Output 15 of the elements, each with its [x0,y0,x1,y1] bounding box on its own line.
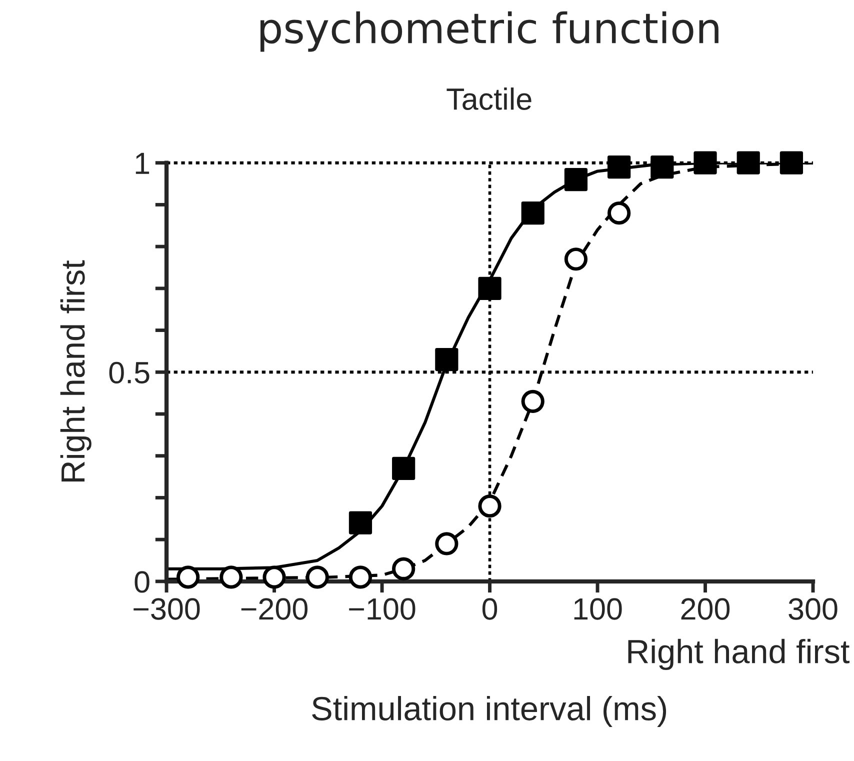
x-axis-title: Stimulation interval (ms) [312,696,666,728]
y-tick-label: 0 [134,571,150,593]
y-tick-label: 0.5 [109,362,150,384]
x-tick-label: 0 [482,598,498,620]
chart-title: psychometric function [260,11,718,52]
y-axis-title: Right hand first [60,260,92,482]
x-tick-label: 200 [681,598,730,620]
y-tick-label: 1 [136,152,150,174]
x-tick-label: 300 [788,598,838,620]
x-tick-label: −200 [241,598,308,620]
x-tick-label: 100 [574,598,622,620]
x-tick-label: −100 [349,598,416,620]
x-tick-label: −300 [134,598,200,620]
chart-subtitle: Tactile [446,88,532,110]
text: Right hand first [628,638,850,670]
